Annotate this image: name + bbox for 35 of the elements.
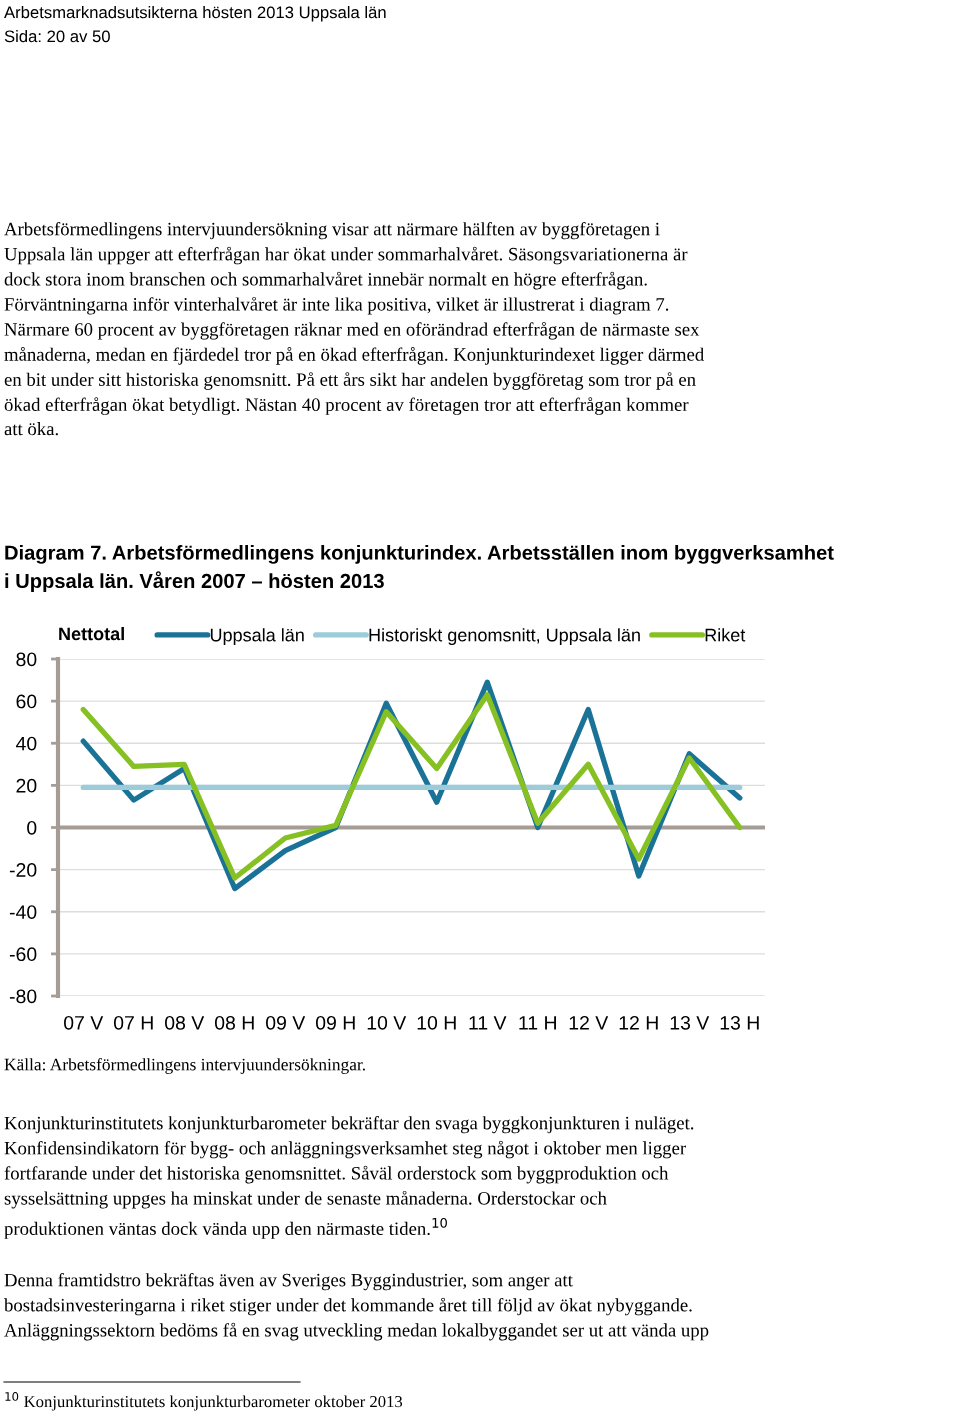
x-tick-label: 08 V <box>165 1015 205 1030</box>
y-tick-label: -80 <box>9 989 37 1004</box>
legend-label: Historiskt genomsnitt, Uppsala län <box>369 628 640 646</box>
x-tick-label: 09 V <box>266 1015 306 1030</box>
text: Arbetsförmedlingens intervjuundersökning visar att närmare hälften av byggföretagen i Uppsala län uppger att efterfrågan har ökat under sommarhalvåret. Säsongsvariationerna är dock stora inom branschen och sommarhalvåret innebär normalt en högre efterfrågan. Förväntningarna inför vinterhalvåret är inte lika positiva, vilket är illustrerat i diagram 7. Närmare 60 procent av byggföretagen räknar med en oförändrad efterfrågan de närmaste sex månaderna, medan en fjärdedel tror på en ökad efterfrågan. Konjunkturindexet ligger därmed en bit under sitt historiska genomsnitt. På ett års sikt har andelen byggföretag som tror på en ökad efterfrågan ökat betydligt. Nästan 40 procent av företagen tror att efterfrågan kommer att öka. <box>4 222 704 436</box>
x-tick-label: 13 V <box>670 1015 710 1030</box>
y-tick-label: 20 <box>16 778 37 793</box>
y-tick-label: -40 <box>9 905 37 919</box>
x-tick-label: 09 H <box>315 1015 355 1030</box>
x-tick-label: 10 H <box>417 1015 456 1030</box>
text: $^{10}$ Konjunkturinstitutets konjunkturbarometer oktober 2013 <box>5 1392 403 1411</box>
x-tick-label: 11 H <box>519 1016 556 1030</box>
x-tick-label: 12 H <box>619 1015 658 1030</box>
x-tick-label: 12 V <box>569 1015 609 1030</box>
x-tick-label: 13 H <box>720 1015 759 1030</box>
x-tick-label: 11 V <box>469 1016 507 1030</box>
y-tick-label: 0 <box>27 820 37 835</box>
text: Sida: 20 av 50 <box>4 30 110 43</box>
y-tick-label: 80 <box>16 652 37 667</box>
x-tick-label: 08 H <box>214 1015 254 1030</box>
x-tick-label: 07 V <box>64 1015 104 1030</box>
text: Konjunkturinstitutets konjunkturbarometer bekräftar den svaga byggkonjunkturen i nuläget. Konfidensindikatorn för bygg- och anläggningsverksamhet steg något i oktober men ligger fortfarande under det historiska genomsnittet. Såväl orderstock som byggproduktion och sysselsättning uppges ha minskat under de senaste månaderna. Orderstockar och produktionen väntas dock vända upp den närmaste tiden.$^{10}$ <box>4 1116 694 1239</box>
text: Källa: Arbetsförmedlingens intervjuundersökningar. <box>4 1058 365 1074</box>
y-tick-label: 60 <box>16 694 37 709</box>
legend-label: Riket <box>705 628 746 642</box>
x-tick-label: 10 V <box>367 1015 407 1030</box>
y-axis-title: Nettotal <box>59 626 124 641</box>
y-tick-label: 40 <box>15 736 37 751</box>
x-tick-label: 07 H <box>113 1015 153 1030</box>
text: Denna framtidstro bekräftas även av Sveriges Byggindustrier, som anger att bostadsinvesteringarna i riket stiger under det kommande året till följd av ökat nybyggande. Anläggningssektorn bedöms få en svag utveckling medan lokalbyggandet ser ut att vända upp <box>4 1273 709 1341</box>
y-tick-label: -20 <box>9 863 37 877</box>
legend-label: Uppsala län <box>210 628 304 646</box>
y-tick-label: -60 <box>9 947 37 962</box>
chart-title: Diagram 7. Arbetsförmedlingens konjunkturindex. Arbetsställen inom byggverksamhet i Uppsala län. Våren 2007 – hösten 2013 <box>5 545 834 593</box>
text: Arbetsmarknadsutsikterna hösten 2013 Uppsala län <box>4 6 386 22</box>
